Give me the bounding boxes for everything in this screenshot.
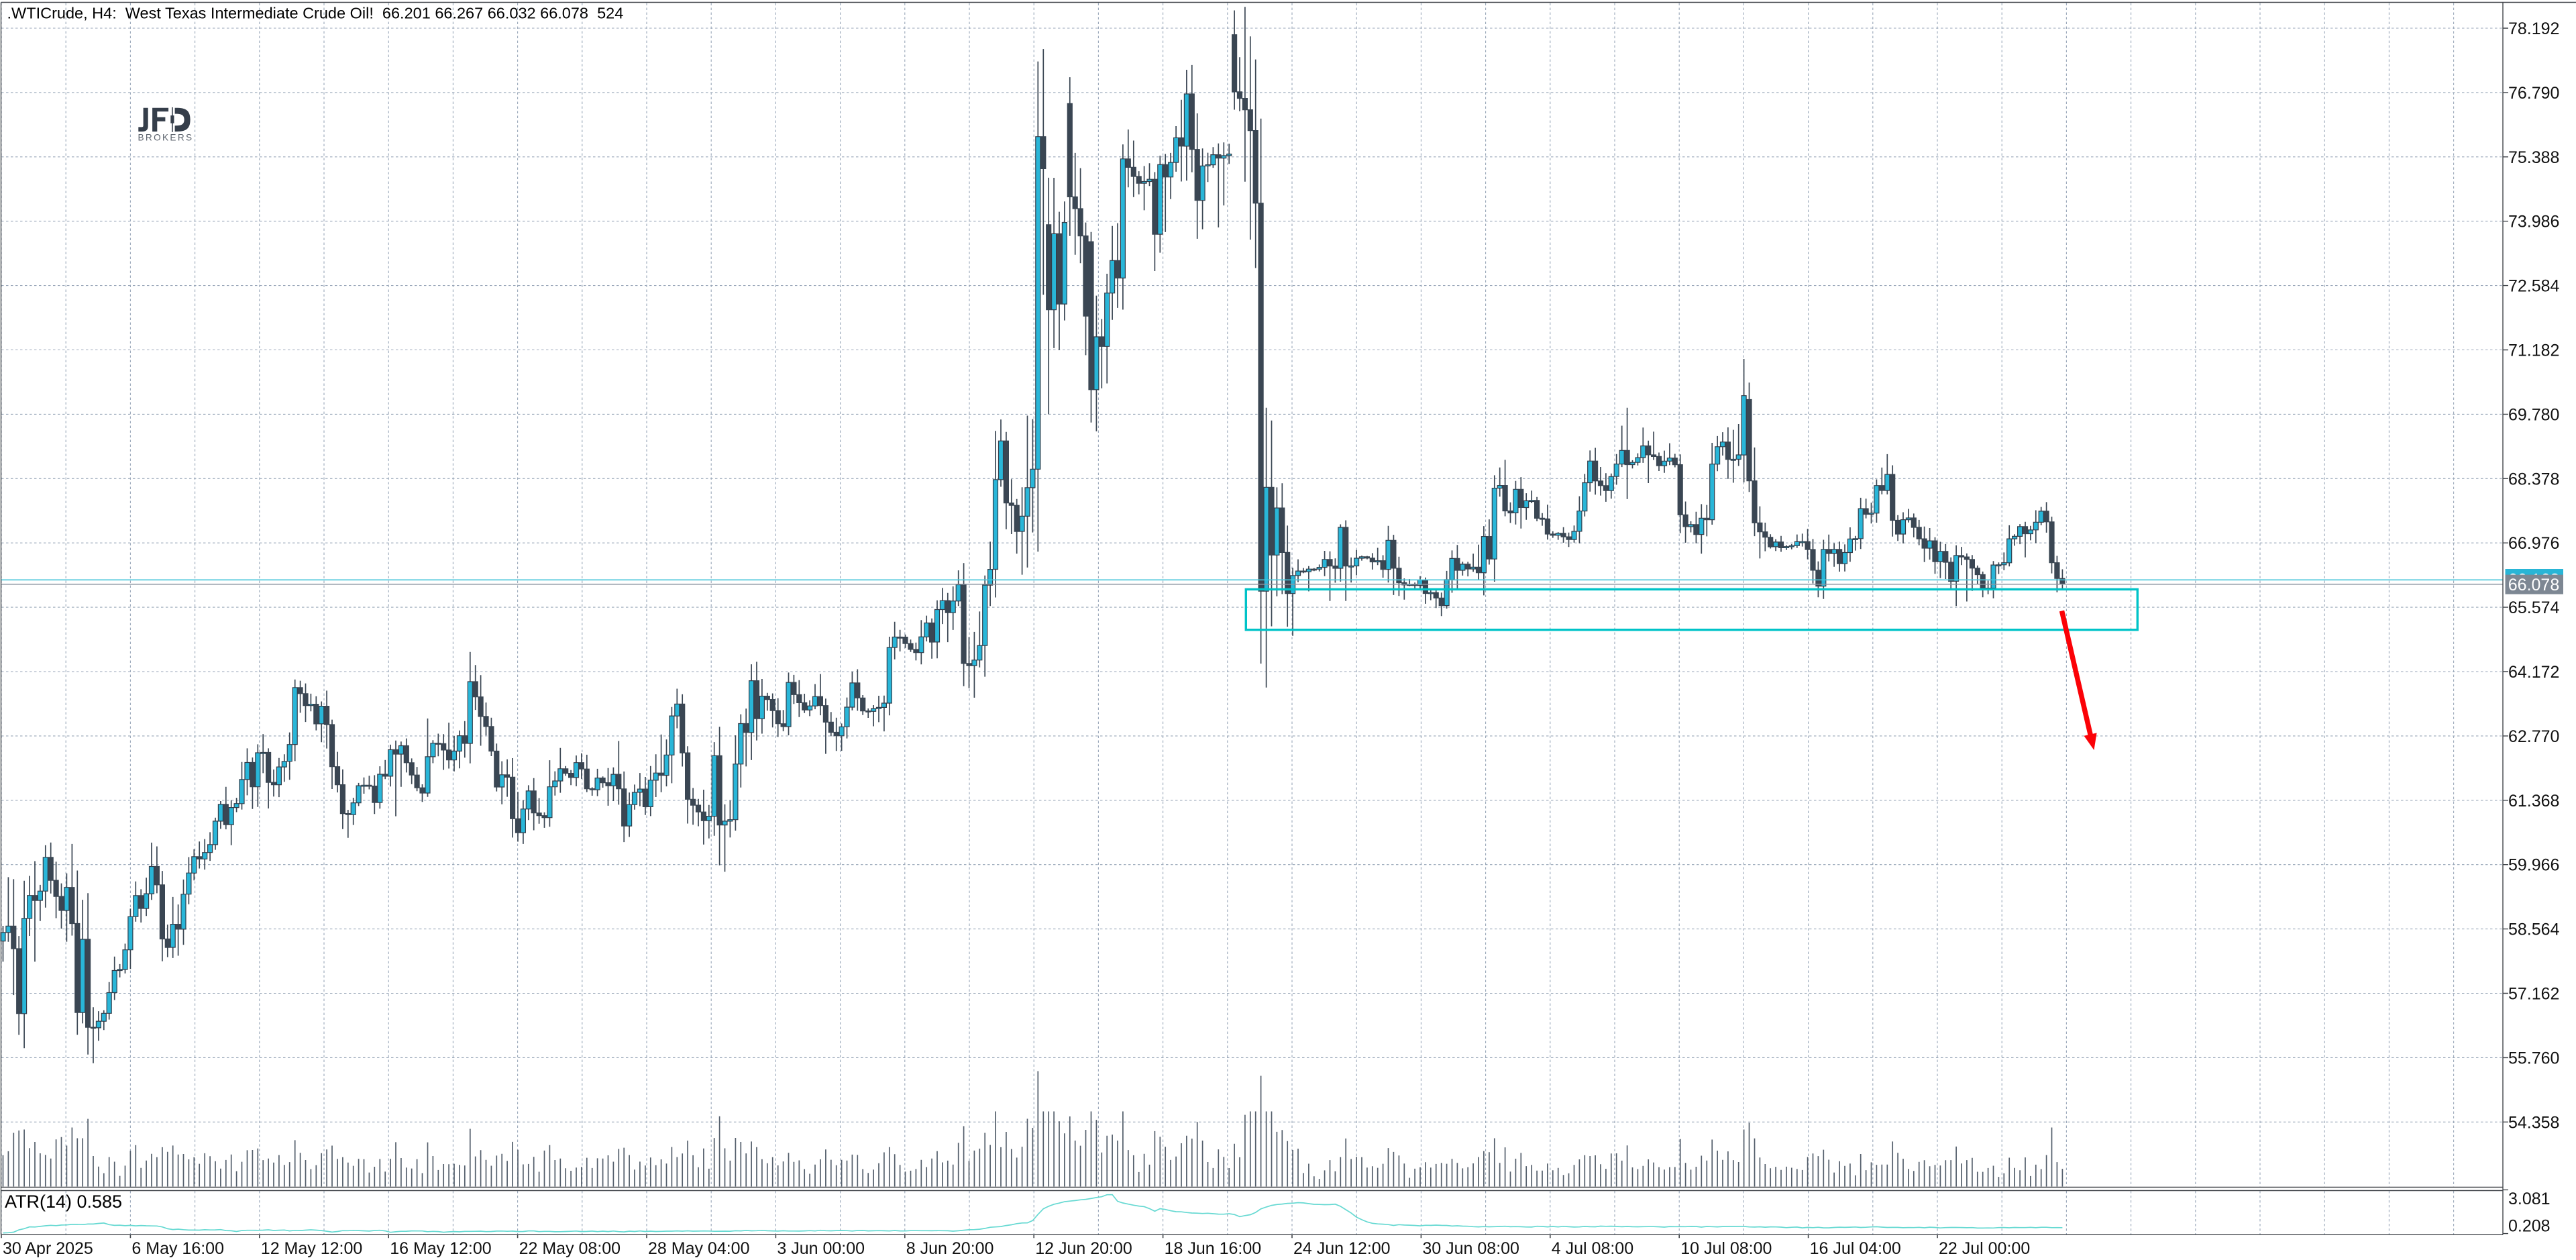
svg-text:65.574: 65.574	[2508, 598, 2560, 617]
svg-text:3.081: 3.081	[2508, 1190, 2551, 1208]
svg-text:4 Jul 08:00: 4 Jul 08:00	[1552, 1239, 1633, 1258]
svg-text:6 May 16:00: 6 May 16:00	[131, 1239, 224, 1258]
svg-text:55.760: 55.760	[2508, 1049, 2559, 1067]
svg-text:ATR(14) 0.585: ATR(14) 0.585	[5, 1192, 122, 1212]
svg-text:76.790: 76.790	[2508, 84, 2559, 103]
svg-text:10 Jul 08:00: 10 Jul 08:00	[1680, 1239, 1772, 1258]
svg-text:28 May 04:00: 28 May 04:00	[648, 1239, 750, 1258]
svg-text:66.163: 66.163	[2508, 571, 2559, 590]
svg-text:66.976: 66.976	[2508, 534, 2559, 553]
svg-text:75.388: 75.388	[2508, 148, 2559, 167]
svg-text:54.358: 54.358	[2508, 1113, 2559, 1132]
svg-text:69.780: 69.780	[2508, 405, 2559, 424]
svg-text:68.378: 68.378	[2508, 470, 2559, 488]
svg-text:0.208: 0.208	[2508, 1217, 2551, 1236]
svg-text:78.192: 78.192	[2508, 19, 2559, 38]
svg-text:22 Jul 00:00: 22 Jul 00:00	[1939, 1239, 2030, 1258]
svg-text:24 Jun 12:00: 24 Jun 12:00	[1293, 1239, 1391, 1258]
svg-text:71.182: 71.182	[2508, 342, 2559, 360]
svg-text:3 Jun 00:00: 3 Jun 00:00	[777, 1239, 865, 1258]
svg-text:59.966: 59.966	[2508, 856, 2559, 875]
svg-text:30 Apr 2025: 30 Apr 2025	[3, 1239, 93, 1258]
svg-text:16 Jul 04:00: 16 Jul 04:00	[1810, 1239, 1901, 1258]
svg-text:66.078: 66.078	[2508, 576, 2559, 594]
svg-text:58.564: 58.564	[2508, 921, 2560, 939]
svg-text:12 May 12:00: 12 May 12:00	[261, 1239, 363, 1258]
svg-text:22 May 08:00: 22 May 08:00	[519, 1239, 621, 1258]
svg-text:72.584: 72.584	[2508, 277, 2560, 296]
svg-text:16 May 12:00: 16 May 12:00	[390, 1239, 492, 1258]
svg-text:62.770: 62.770	[2508, 727, 2559, 746]
svg-text:61.368: 61.368	[2508, 792, 2559, 810]
svg-text:73.986: 73.986	[2508, 213, 2559, 231]
svg-text:8 Jun 20:00: 8 Jun 20:00	[906, 1239, 994, 1258]
svg-text:12 Jun 20:00: 12 Jun 20:00	[1035, 1239, 1132, 1258]
svg-text:.WTICrude, H4: West Texas Int: .WTICrude, H4: West Texas Intermediate C…	[7, 5, 624, 22]
svg-text:57.162: 57.162	[2508, 985, 2559, 1004]
svg-text:18 Jun 16:00: 18 Jun 16:00	[1165, 1239, 1262, 1258]
svg-text:64.172: 64.172	[2508, 663, 2559, 682]
svg-text:30 Jun 08:00: 30 Jun 08:00	[1422, 1239, 1519, 1258]
svg-text:BROKERS: BROKERS	[138, 132, 194, 142]
